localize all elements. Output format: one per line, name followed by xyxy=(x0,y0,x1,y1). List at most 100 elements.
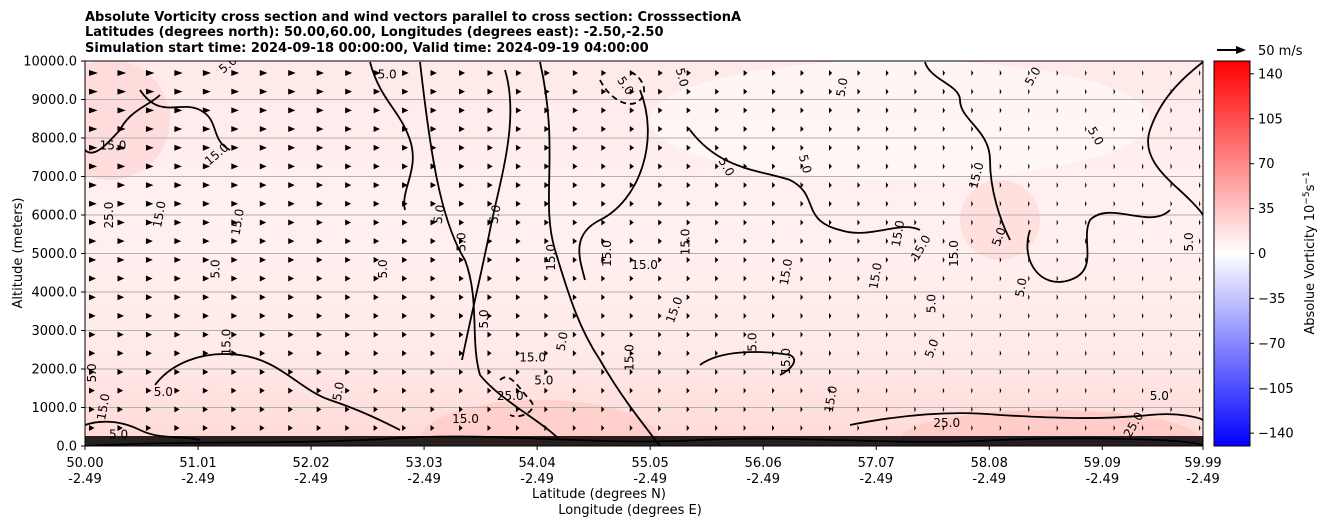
wind-vector-arrow xyxy=(459,425,463,431)
wind-vector-arrow xyxy=(601,107,607,114)
wind-vector-arrow xyxy=(174,70,183,76)
wind-vector-arrow xyxy=(515,387,520,394)
wind-vector-arrow xyxy=(202,387,209,394)
wind-vector-arrow xyxy=(288,70,296,76)
wind-vector-arrow xyxy=(145,200,154,207)
wind-vector-arrow xyxy=(544,88,550,95)
wind-vector-arrow xyxy=(572,425,577,431)
wind-vector-arrow xyxy=(316,312,323,319)
wind-vector-arrow xyxy=(715,425,718,431)
wind-vector-arrow xyxy=(629,107,635,114)
colorbar-tick-label: −70 xyxy=(1258,337,1285,352)
wind-vector-arrow xyxy=(402,294,408,301)
wind-vector-arrow xyxy=(89,88,98,95)
contour-label: 15.0 xyxy=(866,262,884,291)
y-tick-label: 5000.0 xyxy=(32,247,78,262)
wind-vector-arrow xyxy=(373,182,380,189)
wind-vector-arrow xyxy=(601,350,605,357)
wind-vector-arrow xyxy=(1199,88,1201,95)
wind-vector-arrow xyxy=(800,144,804,151)
contour-labels: 5.0 5.0 5.0 5.0 5.0 5.0 15.0 15.0 5.0 5.0 15.0 5.0 2… xyxy=(85,61,1196,441)
wind-vector-arrow xyxy=(1199,144,1201,151)
wind-vector-arrow xyxy=(487,387,492,394)
wind-vector-arrow xyxy=(1028,126,1030,133)
wind-vector-arrow xyxy=(288,406,293,413)
x-tick-lon-label: -2.49 xyxy=(181,472,215,487)
wind-vector-arrow xyxy=(402,88,409,95)
x-tick-lat-label: 58.08 xyxy=(971,456,1008,471)
wind-vector-arrow xyxy=(914,163,917,170)
wind-vector-arrow xyxy=(1170,182,1173,189)
wind-vector-arrow xyxy=(459,163,465,170)
wind-vector-arrow xyxy=(857,387,860,394)
wind-vector-arrow xyxy=(402,275,408,282)
wind-vector-arrow xyxy=(544,406,548,413)
wind-vector-arrow xyxy=(515,70,522,76)
wind-vector-arrow xyxy=(1199,107,1201,114)
wind-vector-arrow xyxy=(1028,331,1030,338)
wind-vector-arrow xyxy=(430,406,435,413)
wind-vector-arrow xyxy=(1113,425,1116,431)
wind-vector-arrow xyxy=(999,406,1002,413)
quiver-key: 50 m/s xyxy=(1217,44,1303,59)
contour-label: 5.0 xyxy=(673,66,691,88)
wind-vector-arrow xyxy=(231,406,237,413)
x-tick-lat-label: 56.06 xyxy=(745,456,782,471)
wind-vector-arrow xyxy=(316,219,323,226)
wind-vector-arrow xyxy=(1113,182,1116,189)
wind-vector-arrow xyxy=(629,350,634,357)
wind-vector-arrow xyxy=(629,88,635,95)
wind-vector-arrow xyxy=(971,256,973,263)
wind-vector-arrow xyxy=(942,88,946,95)
wind-vector-arrow xyxy=(202,70,211,76)
chart-title-line-2: Latitudes (degrees north): 50.00,60.00, … xyxy=(85,25,664,40)
wind-vector-arrow xyxy=(971,144,974,151)
wind-vector-arrow xyxy=(373,256,380,263)
wind-vector-arrow xyxy=(145,387,152,394)
wind-vector-arrow xyxy=(288,387,294,394)
wind-vector-arrow xyxy=(117,312,124,319)
wind-vector-arrow xyxy=(772,70,776,76)
wind-vector-arrow xyxy=(971,200,974,207)
contour-label: 15.0 xyxy=(631,258,658,272)
wind-vector-arrow xyxy=(316,182,324,189)
wind-vector-arrow xyxy=(800,406,803,413)
wind-vector-arrow xyxy=(430,294,436,301)
wind-vector-arrow xyxy=(715,182,719,189)
wind-vector-arrow xyxy=(1199,294,1201,301)
wind-vector-arrow xyxy=(971,70,974,76)
wind-vector-arrow xyxy=(487,425,492,431)
wind-vector-arrow xyxy=(1113,350,1116,357)
colorbar-tick-label: 140 xyxy=(1258,67,1283,82)
wind-vector-arrow xyxy=(1142,387,1144,394)
y-tick-label: 1000.0 xyxy=(32,401,78,416)
wind-vector-arrow xyxy=(1085,70,1087,76)
wind-vector-arrow xyxy=(1056,107,1059,114)
wind-vector-arrow xyxy=(487,88,494,95)
wind-vector-arrow xyxy=(800,88,804,95)
wind-vector-arrow xyxy=(288,88,296,95)
wind-vector-arrow xyxy=(800,350,803,357)
wind-vector-arrow xyxy=(829,238,832,245)
wind-vector-arrow xyxy=(89,406,95,413)
contour-line xyxy=(154,353,401,431)
wind-vector-arrow xyxy=(1085,275,1087,282)
wind-vector-arrow xyxy=(117,88,127,95)
wind-vector-arrow xyxy=(601,70,607,76)
wind-vector-arrow xyxy=(914,331,917,338)
wind-vector-arrow xyxy=(999,368,1002,375)
wind-vector-arrow xyxy=(857,88,861,95)
x-tick-lat-label: 51.01 xyxy=(179,456,216,471)
wind-vector-arrow xyxy=(658,219,663,226)
wind-vector-arrow xyxy=(202,126,211,133)
y-tick-label: 2000.0 xyxy=(32,363,78,378)
wind-vector-arrow xyxy=(885,294,888,301)
wind-vector-arrow xyxy=(459,238,464,245)
wind-vector-arrow xyxy=(202,406,209,413)
wind-vector-arrow xyxy=(174,182,182,189)
wind-vector-arrow xyxy=(971,387,973,394)
wind-vector-arrow xyxy=(1113,331,1116,338)
contour-label: 15.0 xyxy=(544,244,558,271)
y-tick-label: 6000.0 xyxy=(32,209,78,224)
wind-vector-arrow xyxy=(999,294,1002,301)
